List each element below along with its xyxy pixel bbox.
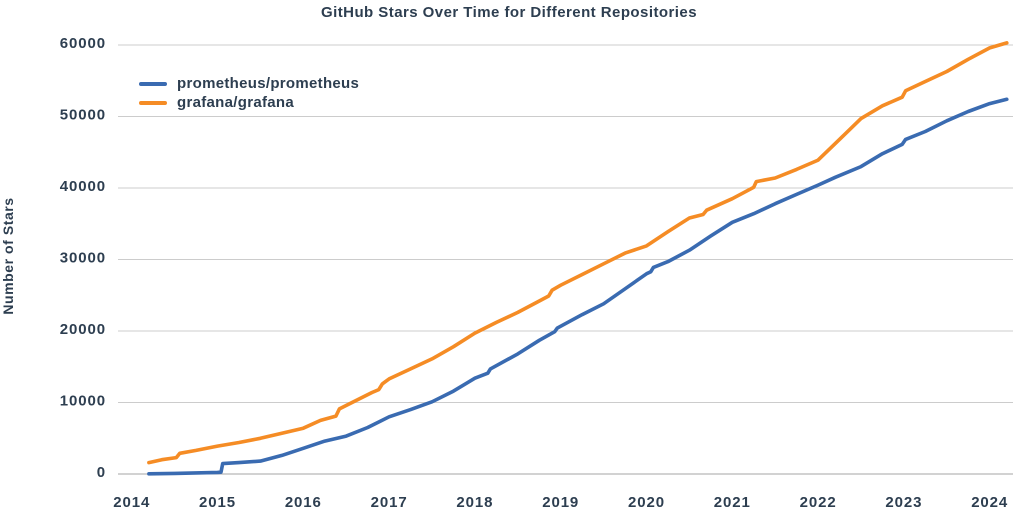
grafana-line-swatch — [139, 100, 167, 105]
y-tick-label: 20000 — [60, 321, 106, 338]
x-tick-label: 2016 — [285, 494, 322, 511]
y-tick-label: 10000 — [60, 393, 106, 410]
y-tick-label: 0 — [97, 464, 106, 481]
legend-item-grafana: grafana/grafana — [139, 93, 359, 112]
legend-label-prometheus: prometheus/prometheus — [177, 75, 360, 92]
x-tick-label: 2017 — [371, 494, 408, 511]
x-tick-label: 2022 — [800, 494, 837, 511]
x-tick-label: 2019 — [542, 494, 579, 511]
y-tick-label: 30000 — [60, 250, 106, 267]
y-axis-title: Number of Stars — [0, 197, 16, 315]
legend-label-grafana: grafana/grafana — [177, 94, 295, 111]
y-tick-label: 50000 — [60, 107, 106, 124]
prometheus-line-swatch — [139, 81, 167, 86]
series-line-grafana — [147, 41, 1009, 465]
x-tick-label: 2021 — [714, 494, 751, 511]
x-tick-label: 2014 — [113, 494, 150, 511]
y-tick-label: 60000 — [60, 35, 106, 52]
series-line-prometheus — [147, 97, 1009, 476]
x-tick-label: 2023 — [885, 494, 922, 511]
legend-item-prometheus: prometheus/prometheus — [139, 74, 359, 93]
x-tick-label: 2020 — [628, 494, 665, 511]
x-tick-label: 2018 — [456, 494, 493, 511]
x-tick-label: 2024 — [971, 494, 1008, 511]
y-tick-label: 40000 — [60, 178, 106, 195]
chart-title: GitHub Stars Over Time for Different Rep… — [320, 4, 697, 21]
x-tick-label: 2015 — [199, 494, 236, 511]
legend: prometheus/prometheus grafana/grafana — [139, 74, 359, 112]
